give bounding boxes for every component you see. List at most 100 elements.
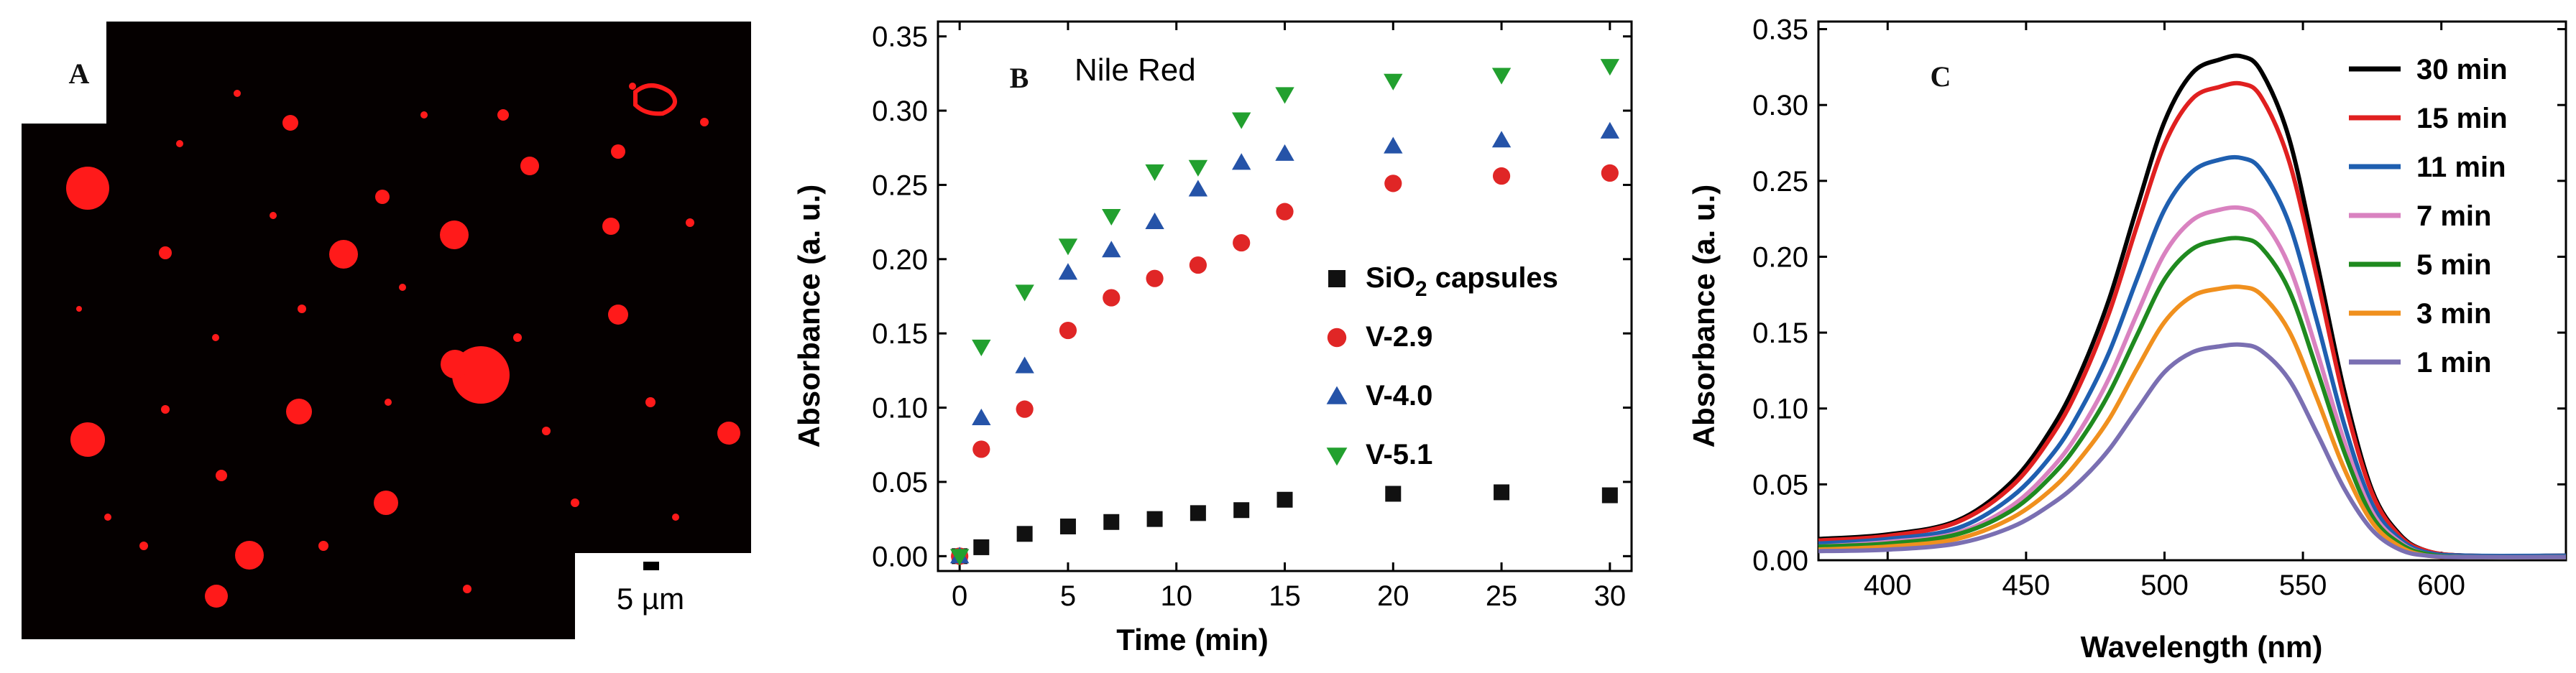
x-tick-label: 25 (1486, 580, 1518, 612)
spectra-lines (1818, 53, 2567, 560)
droplet (76, 306, 82, 312)
droplet (611, 144, 625, 159)
axis-ticks: 0 5 10 15 20 25 30 0.00 0.05 0.10 0.15 0.20 0.25 0.30… (872, 22, 1632, 612)
droplet (571, 498, 579, 507)
x-tick-label: 500 (2140, 570, 2189, 601)
droplet (385, 399, 392, 406)
legend: SiO2 capsules V-2.9 V-4.0 V-5.1 (1326, 262, 1558, 470)
legend-marker (1328, 270, 1346, 287)
y-tick-label: 0.25 (1752, 166, 1808, 198)
droplet (602, 218, 620, 235)
panel-a-label-box (22, 22, 106, 124)
scale-bar-box (575, 553, 751, 639)
data-point (1601, 164, 1619, 182)
panel-b-scatter-chart: 0 5 10 15 20 25 30 0.00 0.05 0.10 0.15 0.20 0.25 0.30… (792, 20, 1633, 656)
droplet (441, 350, 469, 379)
droplet (66, 167, 109, 210)
chart-title: Nile Red (1075, 52, 1196, 88)
legend-label: 5 min (2416, 249, 2491, 281)
data-point (1189, 256, 1207, 274)
droplet (161, 405, 170, 414)
y-tick-label: 0.10 (872, 393, 928, 424)
droplet (329, 240, 358, 269)
y-tick-label: 0.15 (1752, 317, 1808, 349)
data-point (1233, 233, 1251, 252)
y-axis-label: Absorbance (a. u.) (1687, 185, 1721, 447)
y-tick-label: 0.10 (1752, 394, 1808, 425)
data-point (1145, 164, 1164, 182)
legend-label: 15 min (2416, 103, 2508, 134)
droplet (497, 109, 509, 121)
data-point (1103, 514, 1120, 530)
droplet (463, 585, 472, 593)
spectrum-line (1818, 154, 2567, 558)
droplet (420, 111, 428, 119)
data-point (1384, 175, 1402, 192)
droplet (399, 284, 406, 291)
droplet (520, 157, 539, 175)
droplet (542, 427, 551, 435)
droplet-ring (633, 83, 678, 116)
y-tick-label: 0.20 (872, 244, 928, 276)
x-tick-label: 30 (1594, 580, 1627, 612)
x-tick-label: 400 (1864, 570, 1912, 601)
y-tick-label: 0.30 (1752, 90, 1808, 121)
axis-ticks: 400 450 500 550 600 0.00 0.05 0.10 0.15 0.20 0.25 0… (1752, 14, 2566, 601)
droplet (440, 221, 469, 249)
data-point (1600, 59, 1620, 76)
y-tick-label: 0.35 (1752, 14, 1808, 46)
data-point (1015, 284, 1034, 302)
droplet (513, 333, 522, 342)
legend-marker (1326, 386, 1348, 404)
panel-b-label: B (1010, 62, 1029, 94)
legend-marker (1327, 328, 1347, 348)
droplet (375, 190, 390, 204)
droplet (686, 218, 694, 227)
spectrum-line (1818, 80, 2567, 559)
panel-a-label: A (69, 57, 90, 90)
data-point (972, 339, 991, 356)
droplet (298, 305, 306, 313)
data-point (949, 549, 970, 566)
y-tick-label: 0.00 (1752, 545, 1808, 577)
data-point (1190, 505, 1206, 521)
data-point (973, 539, 990, 555)
panel-b-label-box (956, 34, 1042, 122)
data-point (1231, 153, 1251, 170)
droplet (205, 585, 228, 608)
droplet (139, 542, 148, 550)
legend-label: V-2.9 (1366, 321, 1432, 353)
droplet (270, 212, 277, 219)
spectrum-line (1818, 284, 2567, 560)
data-point (1188, 180, 1208, 197)
legend-label: SiO2 capsules (1366, 262, 1558, 301)
droplet (672, 514, 679, 521)
data-point (1058, 238, 1078, 256)
data-point (1275, 144, 1294, 161)
data-point (1491, 131, 1512, 148)
data-point (1102, 241, 1121, 258)
data-point (1015, 356, 1034, 373)
data-point (1059, 321, 1077, 340)
x-tick-label: 15 (1269, 580, 1301, 612)
spectrum-line (1818, 236, 2567, 560)
data-point (1188, 159, 1208, 177)
droplet (234, 90, 241, 97)
data-point (1384, 73, 1403, 90)
droplet (212, 334, 219, 341)
data-point (1145, 212, 1164, 230)
micrograph-background (22, 22, 751, 639)
x-tick-label: 5 (1060, 580, 1076, 612)
y-tick-label: 0.05 (1752, 469, 1808, 501)
data-point (1102, 208, 1121, 226)
y-tick-label: 0.00 (872, 541, 928, 572)
data-point (1276, 203, 1294, 221)
data-point (1016, 526, 1033, 542)
droplet (318, 541, 328, 551)
x-tick-label: 10 (1160, 580, 1192, 612)
legend-label: 30 min (2416, 54, 2508, 85)
data-point (1233, 502, 1250, 519)
droplet (70, 422, 105, 457)
legend-label: 1 min (2416, 347, 2491, 379)
